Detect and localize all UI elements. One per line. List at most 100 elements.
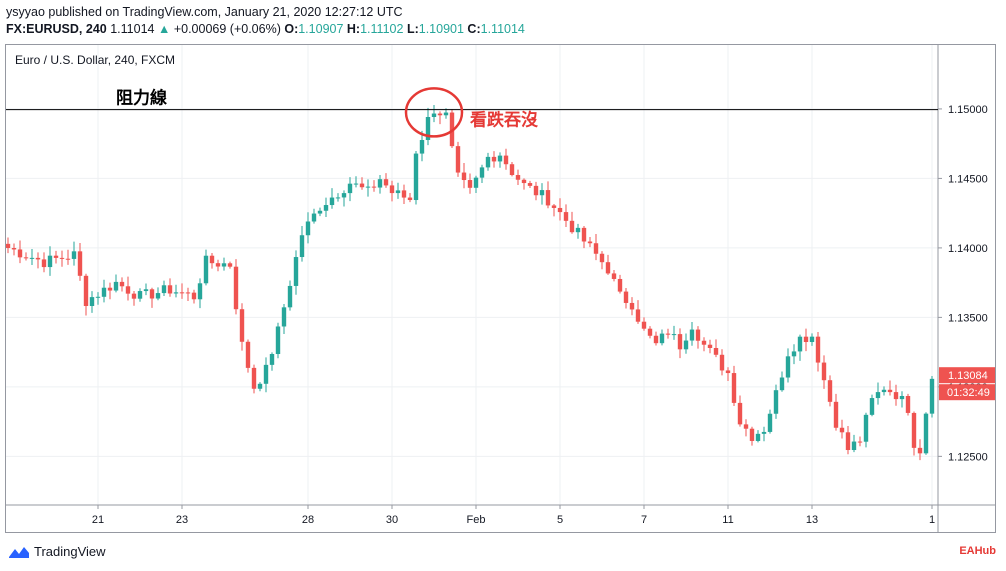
candle-body: [737, 402, 743, 425]
candle-body: [539, 190, 545, 196]
candle-body: [605, 262, 611, 274]
candle-body: [47, 255, 53, 268]
tradingview-icon: [9, 546, 29, 558]
candle-body: [785, 356, 791, 378]
y-tick-label: 1.12500: [948, 451, 988, 463]
candle-body: [695, 329, 701, 341]
candlestick-chart[interactable]: 1.150001.145001.140001.135001.130001.125…: [6, 45, 995, 532]
x-tick-label: 21: [92, 514, 104, 526]
candle-body: [593, 243, 599, 254]
candle-body: [281, 307, 287, 327]
candle-body: [617, 278, 623, 292]
candle-body: [485, 156, 491, 168]
candle-body: [503, 155, 509, 165]
candle-body: [581, 227, 587, 242]
candle-body: [599, 253, 605, 263]
candle-body: [311, 213, 317, 222]
candle-body: [635, 309, 641, 322]
candle-body: [347, 183, 353, 194]
candle-body: [821, 362, 827, 381]
candle-body: [257, 383, 263, 389]
candle-body: [155, 293, 161, 299]
candle-body: [245, 341, 251, 368]
candle-body: [119, 281, 125, 287]
candle-body: [701, 340, 707, 345]
open-value: 1.10907: [298, 22, 344, 36]
candle-body: [401, 190, 407, 198]
candle-body: [851, 441, 857, 451]
candle-body: [803, 336, 809, 343]
annotation-circle: [404, 87, 464, 138]
candle-body: [467, 180, 473, 188]
candle-body: [359, 183, 365, 188]
candle-body: [779, 377, 785, 391]
candle-body: [551, 205, 557, 208]
candle-body: [161, 285, 167, 294]
candle-body: [149, 289, 155, 299]
candle-body: [827, 380, 833, 402]
candle-body: [287, 285, 293, 308]
candle-body: [83, 275, 89, 307]
candle-body: [143, 289, 149, 292]
candle-body: [833, 401, 839, 428]
candle-body: [929, 378, 935, 414]
candle-body: [857, 441, 863, 443]
x-tick-label: Feb: [467, 514, 486, 526]
x-tick-label: 30: [386, 514, 398, 526]
price-change: +0.00069 (+0.06%): [173, 22, 281, 36]
candle-body: [491, 156, 497, 162]
candle-body: [407, 197, 413, 201]
candle-body: [227, 263, 233, 267]
candle-body: [905, 396, 911, 413]
candle-body: [185, 292, 191, 294]
x-tick-label: 5: [557, 514, 563, 526]
candle-body: [167, 285, 173, 294]
candle-body: [305, 221, 311, 236]
candle-body: [683, 340, 689, 350]
candle-body: [731, 373, 737, 403]
candle-body: [59, 257, 65, 259]
up-arrow-icon: ▲: [157, 22, 171, 36]
candle-body: [845, 432, 851, 451]
candle-body: [389, 185, 395, 194]
watermark: EAHub: [959, 545, 996, 557]
high-label: H:: [346, 22, 361, 36]
candle-body: [875, 392, 881, 399]
brand-label: TradingView: [34, 544, 106, 559]
candle-body: [665, 333, 671, 335]
candle-body: [233, 266, 239, 310]
candle-body: [137, 291, 143, 299]
candle-body: [569, 220, 575, 233]
low-value: 1.10901: [418, 22, 464, 36]
candle-body: [839, 427, 845, 433]
candle-body: [251, 367, 257, 389]
candle-body: [461, 172, 467, 181]
candle-body: [383, 179, 389, 186]
candle-body: [35, 257, 41, 260]
candle-body: [323, 205, 329, 211]
candle-body: [77, 251, 83, 276]
candle-body: [815, 336, 821, 363]
candle-body: [707, 344, 713, 348]
candle-body: [509, 164, 515, 176]
candle-body: [641, 321, 647, 329]
candle-body: [521, 179, 527, 184]
candle-body: [755, 433, 761, 441]
countdown-box: [939, 384, 995, 401]
price-label: 1.13084: [948, 370, 988, 382]
candle-body: [887, 389, 893, 393]
candle-body: [659, 333, 665, 344]
y-tick-label: 1.13500: [948, 312, 988, 324]
tradingview-logo[interactable]: TradingView: [8, 544, 106, 559]
candle-body: [545, 190, 551, 206]
candle-body: [41, 259, 47, 268]
x-tick-label: 28: [302, 514, 314, 526]
chart-pane[interactable]: 1.150001.145001.140001.135001.130001.125…: [5, 44, 996, 533]
candle-body: [113, 281, 119, 291]
publish-info: ysyyao published on TradingView.com, Jan…: [6, 5, 403, 19]
candle-body: [209, 255, 215, 264]
price-label-box: [939, 367, 995, 384]
candle-body: [713, 347, 719, 355]
candle-body: [443, 112, 449, 116]
candle-body: [761, 431, 767, 434]
